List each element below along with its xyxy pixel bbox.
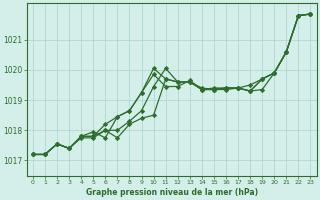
X-axis label: Graphe pression niveau de la mer (hPa): Graphe pression niveau de la mer (hPa) (86, 188, 258, 197)
